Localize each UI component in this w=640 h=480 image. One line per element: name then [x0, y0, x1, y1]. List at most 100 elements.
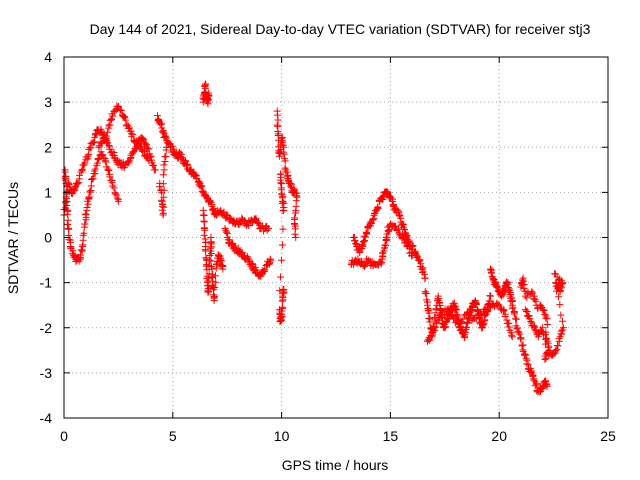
data-point — [162, 152, 170, 160]
data-point — [492, 279, 500, 287]
data-point — [363, 230, 371, 238]
data-point — [206, 244, 214, 252]
data-point — [398, 220, 406, 228]
data-point — [422, 289, 430, 297]
data-point — [434, 295, 442, 303]
data-point — [157, 121, 165, 129]
data-point — [140, 136, 148, 144]
data-point — [208, 273, 216, 281]
data-point — [219, 265, 227, 273]
data-point — [426, 318, 434, 326]
data-point — [207, 243, 215, 251]
data-point — [280, 285, 288, 293]
data-point — [161, 133, 169, 141]
data-point — [539, 384, 547, 392]
data-point — [281, 157, 289, 165]
data-point — [519, 274, 527, 282]
data-point — [559, 317, 567, 325]
data-point — [82, 210, 90, 218]
y-tick-label: 2 — [44, 139, 52, 155]
data-point — [433, 318, 441, 326]
data-point — [207, 250, 215, 258]
data-point — [487, 269, 495, 277]
data-point — [95, 154, 103, 162]
data-point — [552, 346, 560, 354]
axes: 0 5 10 15 20 25 -4 -3 -2 -1 0 1 2 3 4 — [40, 49, 616, 444]
data-point — [105, 122, 113, 130]
data-point — [442, 318, 450, 326]
data-point — [160, 203, 168, 211]
data-point — [279, 225, 287, 233]
data-point — [539, 324, 547, 332]
data-point — [208, 265, 216, 273]
data-point — [419, 267, 427, 275]
data-point — [529, 289, 537, 297]
data-point — [512, 315, 520, 323]
data-point — [160, 161, 168, 169]
data-point — [462, 323, 470, 331]
data-point — [553, 346, 561, 354]
y-axis-label: SDTVAR / TECUs — [5, 182, 21, 294]
data-point — [191, 171, 199, 179]
data-point — [109, 112, 117, 120]
x-tick-label: 5 — [169, 428, 177, 444]
data-point — [423, 301, 431, 309]
data-point — [500, 306, 508, 314]
data-point — [441, 324, 449, 332]
data-point — [509, 303, 517, 311]
data-point — [421, 274, 429, 282]
data-point — [501, 310, 509, 318]
data-point — [104, 165, 112, 173]
data-point — [292, 209, 300, 217]
data-point — [192, 171, 200, 179]
data-point — [263, 226, 271, 234]
data-point — [545, 343, 553, 351]
data-point — [279, 294, 287, 302]
y-tick-label: 4 — [44, 49, 52, 65]
data-point — [145, 145, 153, 153]
data-point — [117, 106, 125, 114]
data-point — [73, 180, 81, 188]
data-point — [542, 314, 550, 322]
data-point — [284, 176, 292, 184]
data-point — [111, 190, 119, 198]
data-point — [517, 335, 525, 343]
data-point — [389, 201, 397, 209]
data-point — [150, 162, 158, 170]
data-point — [431, 326, 439, 334]
data-point — [160, 186, 168, 194]
y-tick-label: -4 — [40, 410, 53, 426]
data-point — [64, 221, 72, 229]
data-point — [80, 229, 88, 237]
data-point — [261, 266, 269, 274]
data-point — [369, 215, 377, 223]
data-point — [510, 310, 518, 318]
data-point — [520, 284, 528, 292]
data-point — [105, 166, 113, 174]
data-point — [540, 306, 548, 314]
data-point — [76, 171, 84, 179]
data-point — [95, 143, 103, 151]
data-point — [555, 293, 563, 301]
data-points — [60, 80, 567, 396]
data-point — [204, 92, 212, 100]
data-point — [461, 328, 469, 336]
data-point — [472, 301, 480, 309]
data-point — [114, 197, 122, 205]
data-point — [61, 176, 69, 184]
data-point — [265, 224, 273, 232]
x-tick-label: 25 — [600, 428, 616, 444]
data-point — [65, 225, 73, 233]
grid — [64, 57, 608, 418]
data-point — [205, 89, 213, 97]
data-point — [200, 218, 208, 226]
data-point — [183, 161, 191, 169]
data-point — [521, 306, 529, 314]
data-point — [292, 234, 300, 241]
data-point — [527, 318, 535, 326]
data-point — [199, 211, 207, 219]
data-point — [75, 257, 83, 265]
data-point — [87, 187, 95, 194]
data-point — [528, 288, 536, 296]
